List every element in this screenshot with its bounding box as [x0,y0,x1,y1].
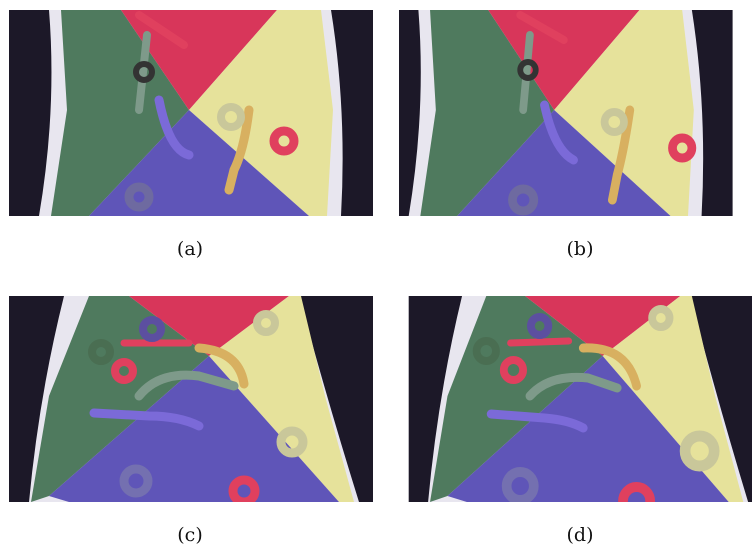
caption: (a) [150,238,230,260]
board [9,10,373,216]
photo [399,10,752,216]
photo [399,296,752,502]
board [9,296,373,502]
caption: (c) [150,524,230,546]
photo [9,296,373,502]
caption: (b) [540,238,620,260]
photo [9,10,373,216]
rod [511,341,569,343]
caption: (d) [540,524,620,546]
figure: (a) (b) (c) [0,0,752,550]
